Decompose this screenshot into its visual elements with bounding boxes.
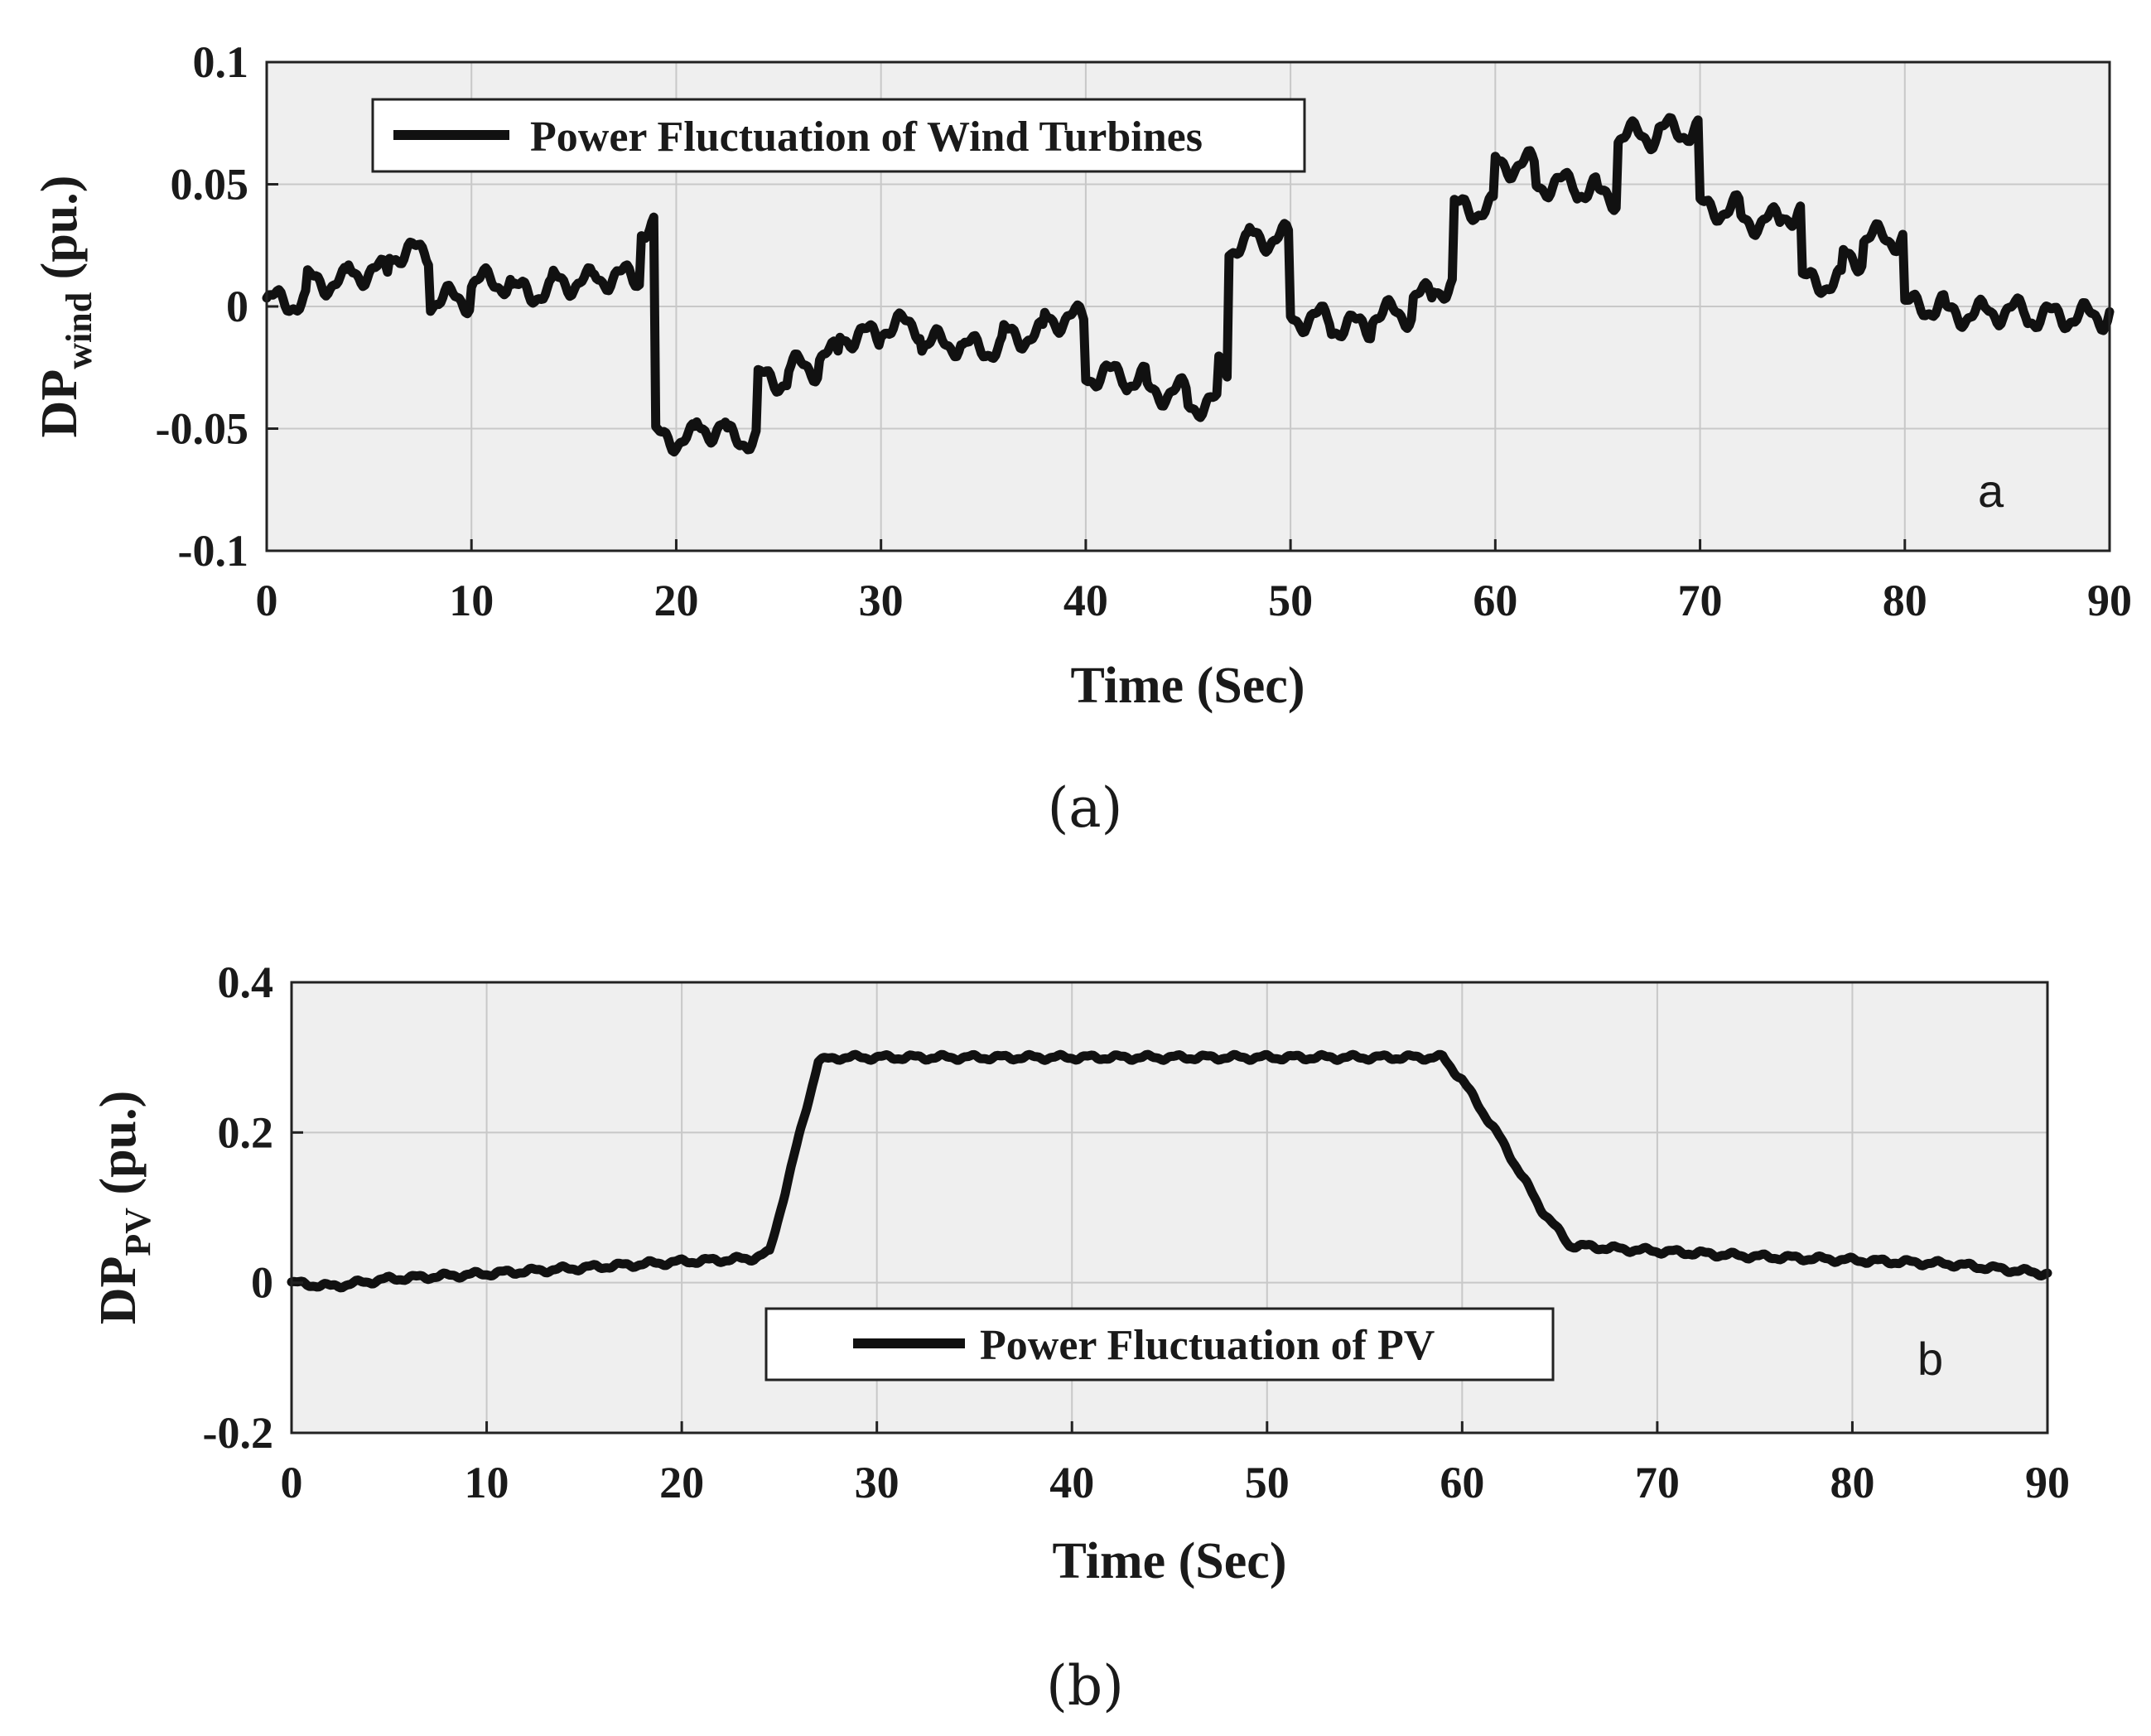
panel-a-x-tick-label: 50 — [1268, 576, 1313, 625]
panel-b-x-tick-label: 30 — [855, 1458, 899, 1507]
panel-b-x-tick-label: 50 — [1245, 1458, 1290, 1507]
panel-a-x-tick-label: 90 — [2087, 576, 2132, 625]
panel-b-y-tick-label: -0.2 — [203, 1408, 273, 1458]
panel-a-corner-label: a — [1978, 465, 2004, 517]
panel-a-x-tick-label: 20 — [653, 576, 698, 625]
panel-b-x-tick-label: 70 — [1635, 1458, 1680, 1507]
panel-b-pv-chart: 0 10 20 30 40 50 60 70 80 90 -0.200.20.4 Power Fl… — [90, 957, 2070, 1718]
panel-a-y-tick-label: -0.1 — [178, 526, 248, 576]
panel-b-x-tick-label: 20 — [659, 1458, 704, 1507]
panel-b-series-line — [287, 1049, 2052, 1293]
panel-b-y-tick-label: 0 — [251, 1258, 273, 1308]
panel-a-wind-chart: 0 10 20 30 40 50 60 70 80 90 -0.1 -0.05 0 0.05 0.1 Po… — [31, 37, 2132, 840]
panel-a-series — [262, 113, 2115, 457]
panel-a-y-tick-label: -0.05 — [156, 404, 248, 454]
panel-a-y-tick-label: 0 — [226, 282, 248, 331]
panel-a-y-tick-label: 0.05 — [171, 160, 249, 210]
panel-a-caption: (a) — [1048, 776, 1123, 840]
panel-a-legend-label: Power Fluctuation of Wind Turbines — [530, 113, 1203, 161]
panel-b-y-axis-title: DPPV (pu.) — [90, 1091, 158, 1325]
panel-b-x-tick-label: 80 — [1830, 1458, 1874, 1507]
panel-b-legend-label: Power Fluctuation of PV — [980, 1322, 1435, 1369]
panel-b-y-ticks: -0.2 0 0.2 0.4 — [203, 957, 303, 1458]
panel-a-series-line — [262, 113, 2115, 457]
panel-a-x-tick-label: 70 — [1678, 576, 1723, 625]
panel-b-x-ticks: 0 10 20 30 40 50 60 70 80 90 — [281, 1421, 2070, 1507]
panel-b-legend: Power Fluctuation of PV — [764, 1307, 1555, 1382]
panel-a-x-tick-label: 40 — [1063, 576, 1108, 625]
panel-b-x-tick-label: 40 — [1049, 1458, 1094, 1507]
panel-a-y-axis-unit: (pu.) — [31, 176, 88, 292]
panel-b-frame — [290, 981, 2049, 1435]
panel-b-x-tick-label: 60 — [1440, 1458, 1484, 1507]
panel-a-x-tick-label: 80 — [1883, 576, 1927, 625]
panel-a-x-tick-label: 60 — [1473, 576, 1517, 625]
panel-b-y-axis-sub: PV — [118, 1208, 158, 1256]
panel-b-y-axis-unit: (pu.) — [90, 1091, 147, 1208]
panel-a-x-tick-label: 30 — [859, 576, 904, 625]
panel-b-corner-label: b — [1917, 1333, 1943, 1385]
panel-b-y-tick-label: 0.4 — [218, 957, 274, 1007]
panel-a-y-axis-sub: wind — [59, 292, 99, 369]
panel-a-x-ticks: 0 10 20 30 40 50 60 70 80 90 — [256, 539, 2132, 625]
panel-a-y-axis-title: DPwind (pu.) — [31, 176, 99, 438]
panel-a-x-tick-label: 0 — [256, 576, 278, 625]
panel-b-caption: (b) — [1046, 1654, 1124, 1718]
panel-a-y-tick-label: 0.1 — [193, 37, 249, 87]
panel-b-y-axis-main: DP — [90, 1256, 147, 1325]
panel-b-x-tick-label: 90 — [2025, 1458, 2070, 1507]
panel-b-y-tick-label: 0.2 — [218, 1107, 274, 1157]
panel-b-series — [287, 1049, 2052, 1293]
panel-b-x-tick-label: 0 — [281, 1458, 303, 1507]
panel-a-y-axis-main: DP — [31, 369, 88, 438]
panel-b-x-axis-title: Time (Sec) — [1053, 1533, 1287, 1589]
panel-a-legend: Power Fluctuation of Wind Turbines — [371, 98, 1306, 173]
panel-a-legend-box — [371, 98, 1306, 173]
panel-a-x-tick-label: 10 — [449, 576, 494, 625]
panel-a-y-ticks: -0.1 -0.05 0 0.05 0.1 — [156, 37, 278, 576]
panel-a-x-axis-title: Time (Sec) — [1071, 658, 1305, 714]
panel-b-x-tick-label: 10 — [465, 1458, 509, 1507]
